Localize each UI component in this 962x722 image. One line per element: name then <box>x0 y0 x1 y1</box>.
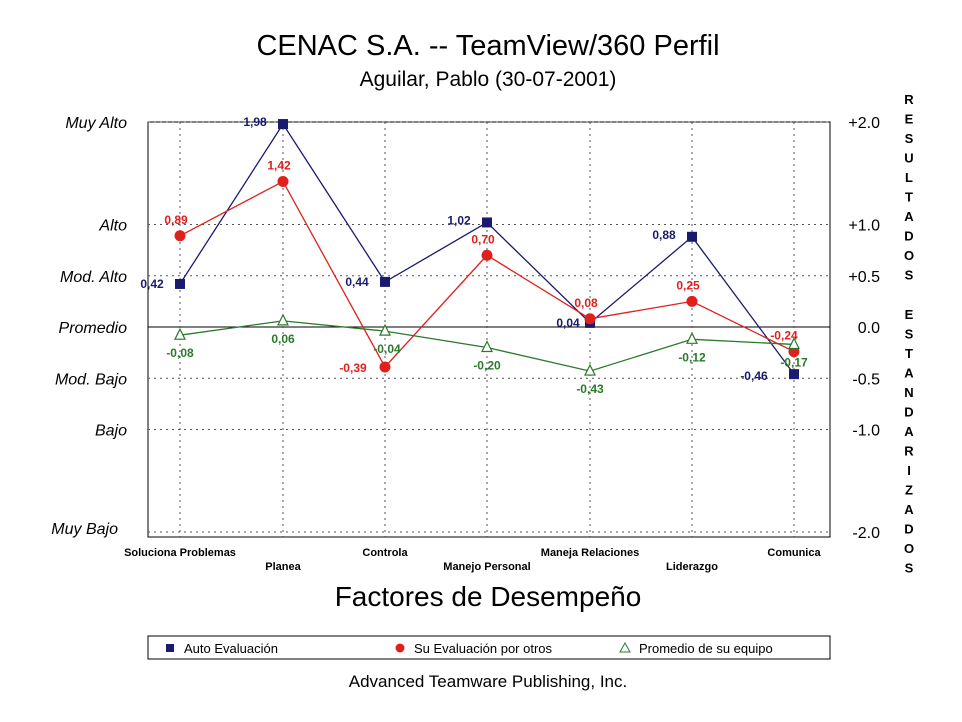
marker-circle <box>379 361 391 373</box>
right-axis-letter: R <box>904 92 914 107</box>
right-axis-letter: I <box>907 463 911 478</box>
category-label: Manejo Personal <box>443 561 530 573</box>
data-label: -0,12 <box>678 350 706 364</box>
right-tick-label: -0.5 <box>852 371 880 388</box>
data-label: 0,42 <box>140 277 164 291</box>
legend-label: Auto Evaluación <box>184 641 278 656</box>
marker-triangle <box>481 340 493 353</box>
data-label: -0,43 <box>576 382 604 396</box>
data-label: 0,88 <box>652 228 676 242</box>
right-axis-letter: E <box>905 307 914 322</box>
right-axis-letter: E <box>905 112 914 127</box>
marker-square <box>380 276 390 287</box>
right-axis-letter: Z <box>905 483 913 498</box>
marker-triangle <box>584 363 596 376</box>
data-label: 0,70 <box>471 232 495 246</box>
right-axis-letter: D <box>904 229 913 244</box>
chart-title: CENAC S.A. -- TeamView/360 Perfil <box>256 30 719 62</box>
right-tick-label: 0.0 <box>858 320 880 337</box>
category-label: Controla <box>362 547 408 559</box>
data-label: -0,08 <box>166 346 194 360</box>
marker-circle <box>174 230 186 242</box>
data-label: 0,08 <box>574 296 598 310</box>
right-axis-letter: T <box>905 190 913 205</box>
marker-square <box>687 231 697 242</box>
right-axis-letter: T <box>905 346 913 361</box>
right-tick-label: -2.0 <box>852 525 880 542</box>
category-label: Liderazgo <box>666 561 718 573</box>
data-label: -0,24 <box>770 329 798 343</box>
legend-marker-square <box>166 644 174 652</box>
legend-label: Su Evaluación por otros <box>414 641 553 656</box>
right-tick-label: +0.5 <box>848 269 880 286</box>
marker-circle <box>481 249 493 261</box>
right-axis-letter: D <box>904 522 913 537</box>
marker-circle <box>584 313 596 325</box>
plot-frame <box>147 121 831 538</box>
right-axis-letter: A <box>904 209 914 224</box>
right-axis-letter: S <box>905 131 914 146</box>
right-axis-letter: A <box>904 502 914 517</box>
data-label: 0,04 <box>556 316 580 330</box>
category-label: Planea <box>265 561 301 573</box>
data-label: 0,89 <box>164 213 188 227</box>
data-label: 0,25 <box>676 278 700 292</box>
data-label: -0,20 <box>473 359 501 373</box>
marker-triangle <box>277 313 289 326</box>
legend-marker-circle <box>395 643 405 653</box>
right-axis-letter: N <box>904 385 913 400</box>
legend-marker-triangle <box>619 641 631 653</box>
data-label: 1,42 <box>267 158 291 172</box>
right-axis-letter: A <box>904 424 914 439</box>
marker-triangle <box>174 327 186 340</box>
right-tick-label: -1.0 <box>852 423 880 440</box>
left-tick-label: Muy Alto <box>65 115 127 132</box>
right-axis-letter: O <box>904 248 914 263</box>
data-label: 1,02 <box>447 213 471 227</box>
right-axis-letter: S <box>905 327 914 342</box>
legend-box <box>147 635 831 660</box>
category-label: Comunica <box>767 547 821 559</box>
right-axis-letter: R <box>904 444 914 459</box>
left-tick-label: Promedio <box>59 320 128 337</box>
right-axis-letter: U <box>904 151 913 166</box>
right-tick-label: +2.0 <box>848 115 880 132</box>
left-tick-label: Muy Bajo <box>51 521 118 538</box>
right-tick-label: +1.0 <box>848 218 880 235</box>
right-axis-letter: O <box>904 541 914 556</box>
right-axis-letter: D <box>904 405 913 420</box>
left-tick-label: Mod. Alto <box>60 269 127 286</box>
data-label: 0,06 <box>271 332 295 346</box>
data-label: -0,04 <box>373 342 401 356</box>
chart-subtitle: Aguilar, Pablo (30-07-2001) <box>360 68 617 91</box>
marker-triangle <box>686 331 698 344</box>
right-axis-letter: L <box>905 170 913 185</box>
category-label: Soluciona Problemas <box>124 547 236 559</box>
marker-square <box>789 369 799 380</box>
right-axis-letter: A <box>904 366 914 381</box>
marker-square <box>482 217 492 228</box>
data-label: -0,17 <box>780 355 808 369</box>
marker-triangle <box>788 337 800 350</box>
legend-label: Promedio de su equipo <box>639 641 773 656</box>
category-label: Maneja Relaciones <box>541 547 639 559</box>
data-label: -0,46 <box>740 369 768 383</box>
marker-triangle <box>379 323 391 336</box>
left-tick-label: Bajo <box>95 423 127 440</box>
right-axis-letter: S <box>905 561 914 576</box>
marker-circle <box>277 175 289 187</box>
left-tick-label: Mod. Bajo <box>55 371 127 388</box>
marker-circle <box>686 295 698 307</box>
data-label: -0,39 <box>339 361 367 375</box>
data-label: 0,44 <box>345 275 369 289</box>
right-axis-letter: S <box>905 268 914 283</box>
data-label: 1,98 <box>243 115 267 129</box>
marker-square <box>278 119 288 130</box>
left-tick-label: Alto <box>98 218 127 235</box>
x-axis-label: Factores de Desempeño <box>335 581 642 612</box>
marker-square <box>175 278 185 289</box>
footer: Advanced Teamware Publishing, Inc. <box>349 672 627 691</box>
